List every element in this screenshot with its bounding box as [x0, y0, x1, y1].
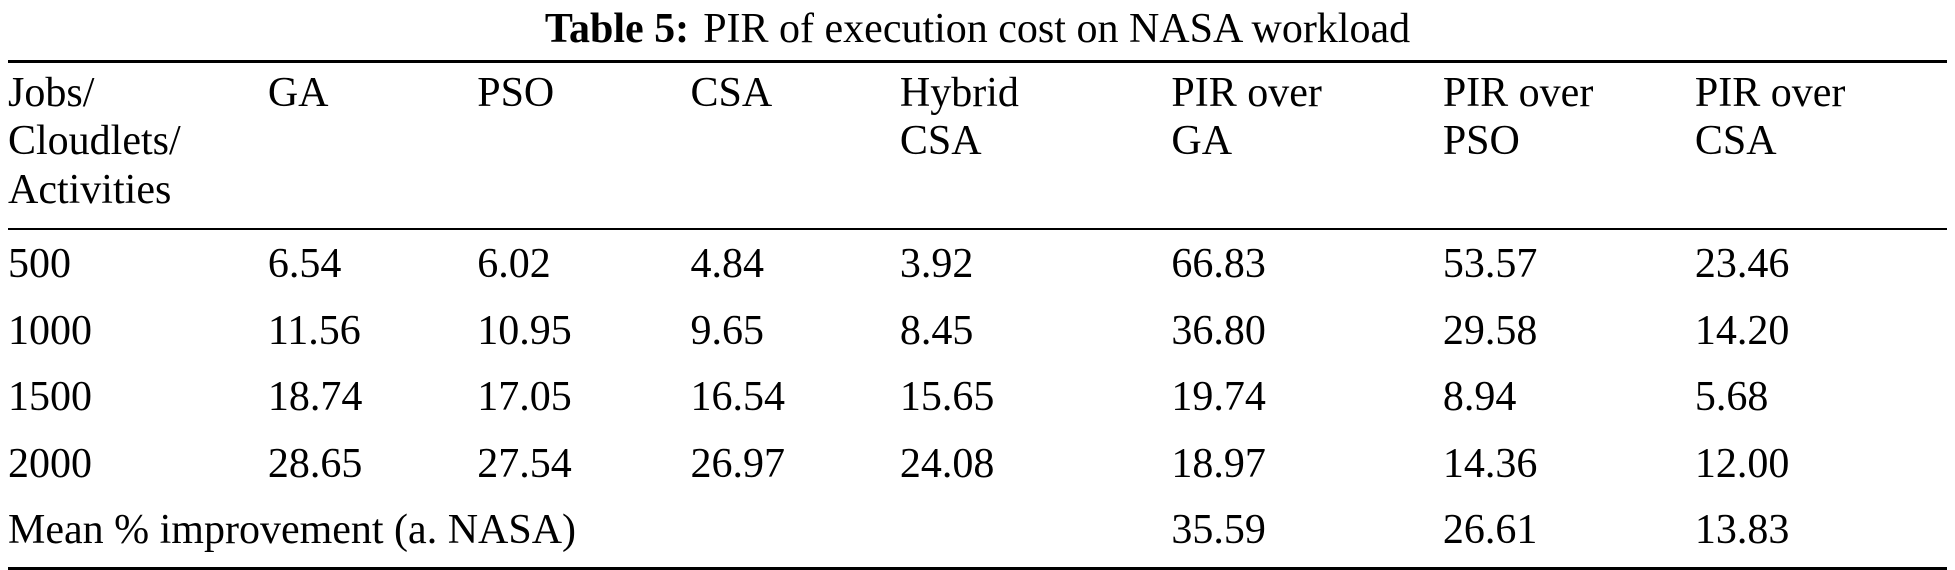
- table-row: 2000 28.65 27.54 26.97 24.08 18.97 14.36…: [8, 430, 1947, 497]
- footer-mean-pir-pso: 26.61: [1442, 507, 1538, 554]
- cell-pir-pso: 8.94: [1442, 374, 1517, 421]
- cell-hybrid-csa: 24.08: [899, 440, 995, 487]
- cell-pso: 17.05: [477, 374, 572, 421]
- cell-pir-ga: 66.83: [1171, 241, 1266, 288]
- cell-csa: 9.65: [690, 307, 765, 354]
- cell-ga: 28.65: [267, 440, 363, 487]
- column-header-ga: GA: [267, 61, 478, 231]
- cell-ga: 6.54: [267, 241, 342, 288]
- cell-pir-csa: 5.68: [1694, 374, 1769, 421]
- cell-pso: 6.02: [477, 241, 551, 288]
- header-row: Jobs/ Cloudlets/ Activities GA PSO CSA H…: [8, 61, 1947, 231]
- table-caption-text: PIR of execution cost on NASA workload: [703, 6, 1411, 52]
- column-header-pso: PSO: [477, 61, 691, 231]
- table-row: 1000 11.56 10.95 9.65 8.45 36.80 29.58 1…: [8, 297, 1947, 364]
- column-header-pir-pso: PIR over PSO: [1442, 61, 1695, 231]
- cell-pir-ga: 18.97: [1171, 440, 1266, 487]
- table-row: 500 6.54 6.02 4.84 3.92 66.83 53.57 23.4…: [8, 229, 1947, 297]
- footer-mean-pir-ga: 35.59: [1171, 507, 1266, 554]
- cell-hybrid-csa: 8.45: [899, 307, 974, 354]
- cell-jobs: 1500: [8, 374, 92, 421]
- cell-jobs: 1000: [8, 307, 92, 354]
- table-caption: Table 5: PIR of execution cost on NASA wo…: [8, 6, 1947, 52]
- cell-jobs: 500: [8, 241, 71, 288]
- column-header-hybrid-csa: Hybrid CSA: [899, 61, 1172, 231]
- cell-csa: 26.97: [690, 440, 786, 487]
- cell-pir-csa: 23.46: [1694, 241, 1790, 288]
- cell-ga: 18.74: [267, 374, 363, 421]
- cell-pir-pso: 53.57: [1442, 241, 1538, 288]
- cell-pir-ga: 19.74: [1171, 374, 1266, 421]
- cell-pir-ga: 36.80: [1171, 307, 1266, 354]
- cell-hybrid-csa: 15.65: [899, 374, 995, 421]
- cell-pir-csa: 14.20: [1694, 307, 1790, 354]
- cell-hybrid-csa: 3.92: [899, 241, 974, 288]
- footer-label: Mean % improvement (a. NASA): [8, 507, 577, 554]
- column-header-pir-csa: PIR over CSA: [1694, 61, 1947, 231]
- cell-pso: 10.95: [477, 307, 572, 354]
- cell-csa: 4.84: [690, 241, 765, 288]
- column-header-csa: CSA: [690, 61, 900, 231]
- column-header-pir-ga: PIR over GA: [1171, 61, 1443, 231]
- footer-mean-pir-csa: 13.83: [1694, 507, 1790, 554]
- cell-jobs: 2000: [8, 440, 92, 487]
- cell-ga: 11.56: [267, 307, 361, 354]
- table-caption-label: Table 5:: [544, 6, 690, 52]
- table-row: 1500 18.74 17.05 16.54 15.65 19.74 8.94 …: [8, 363, 1947, 430]
- cell-csa: 16.54: [690, 374, 786, 421]
- cell-pso: 27.54: [477, 440, 572, 487]
- cell-pir-pso: 14.36: [1442, 440, 1538, 487]
- column-header-jobs: Jobs/ Cloudlets/ Activities: [8, 61, 268, 231]
- table-footer-row: Mean % improvement (a. NASA) 35.59 26.61…: [8, 496, 1947, 568]
- cell-pir-pso: 29.58: [1442, 307, 1538, 354]
- data-table: Jobs/ Cloudlets/ Activities GA PSO CSA H…: [8, 60, 1947, 570]
- cell-pir-csa: 12.00: [1694, 440, 1790, 487]
